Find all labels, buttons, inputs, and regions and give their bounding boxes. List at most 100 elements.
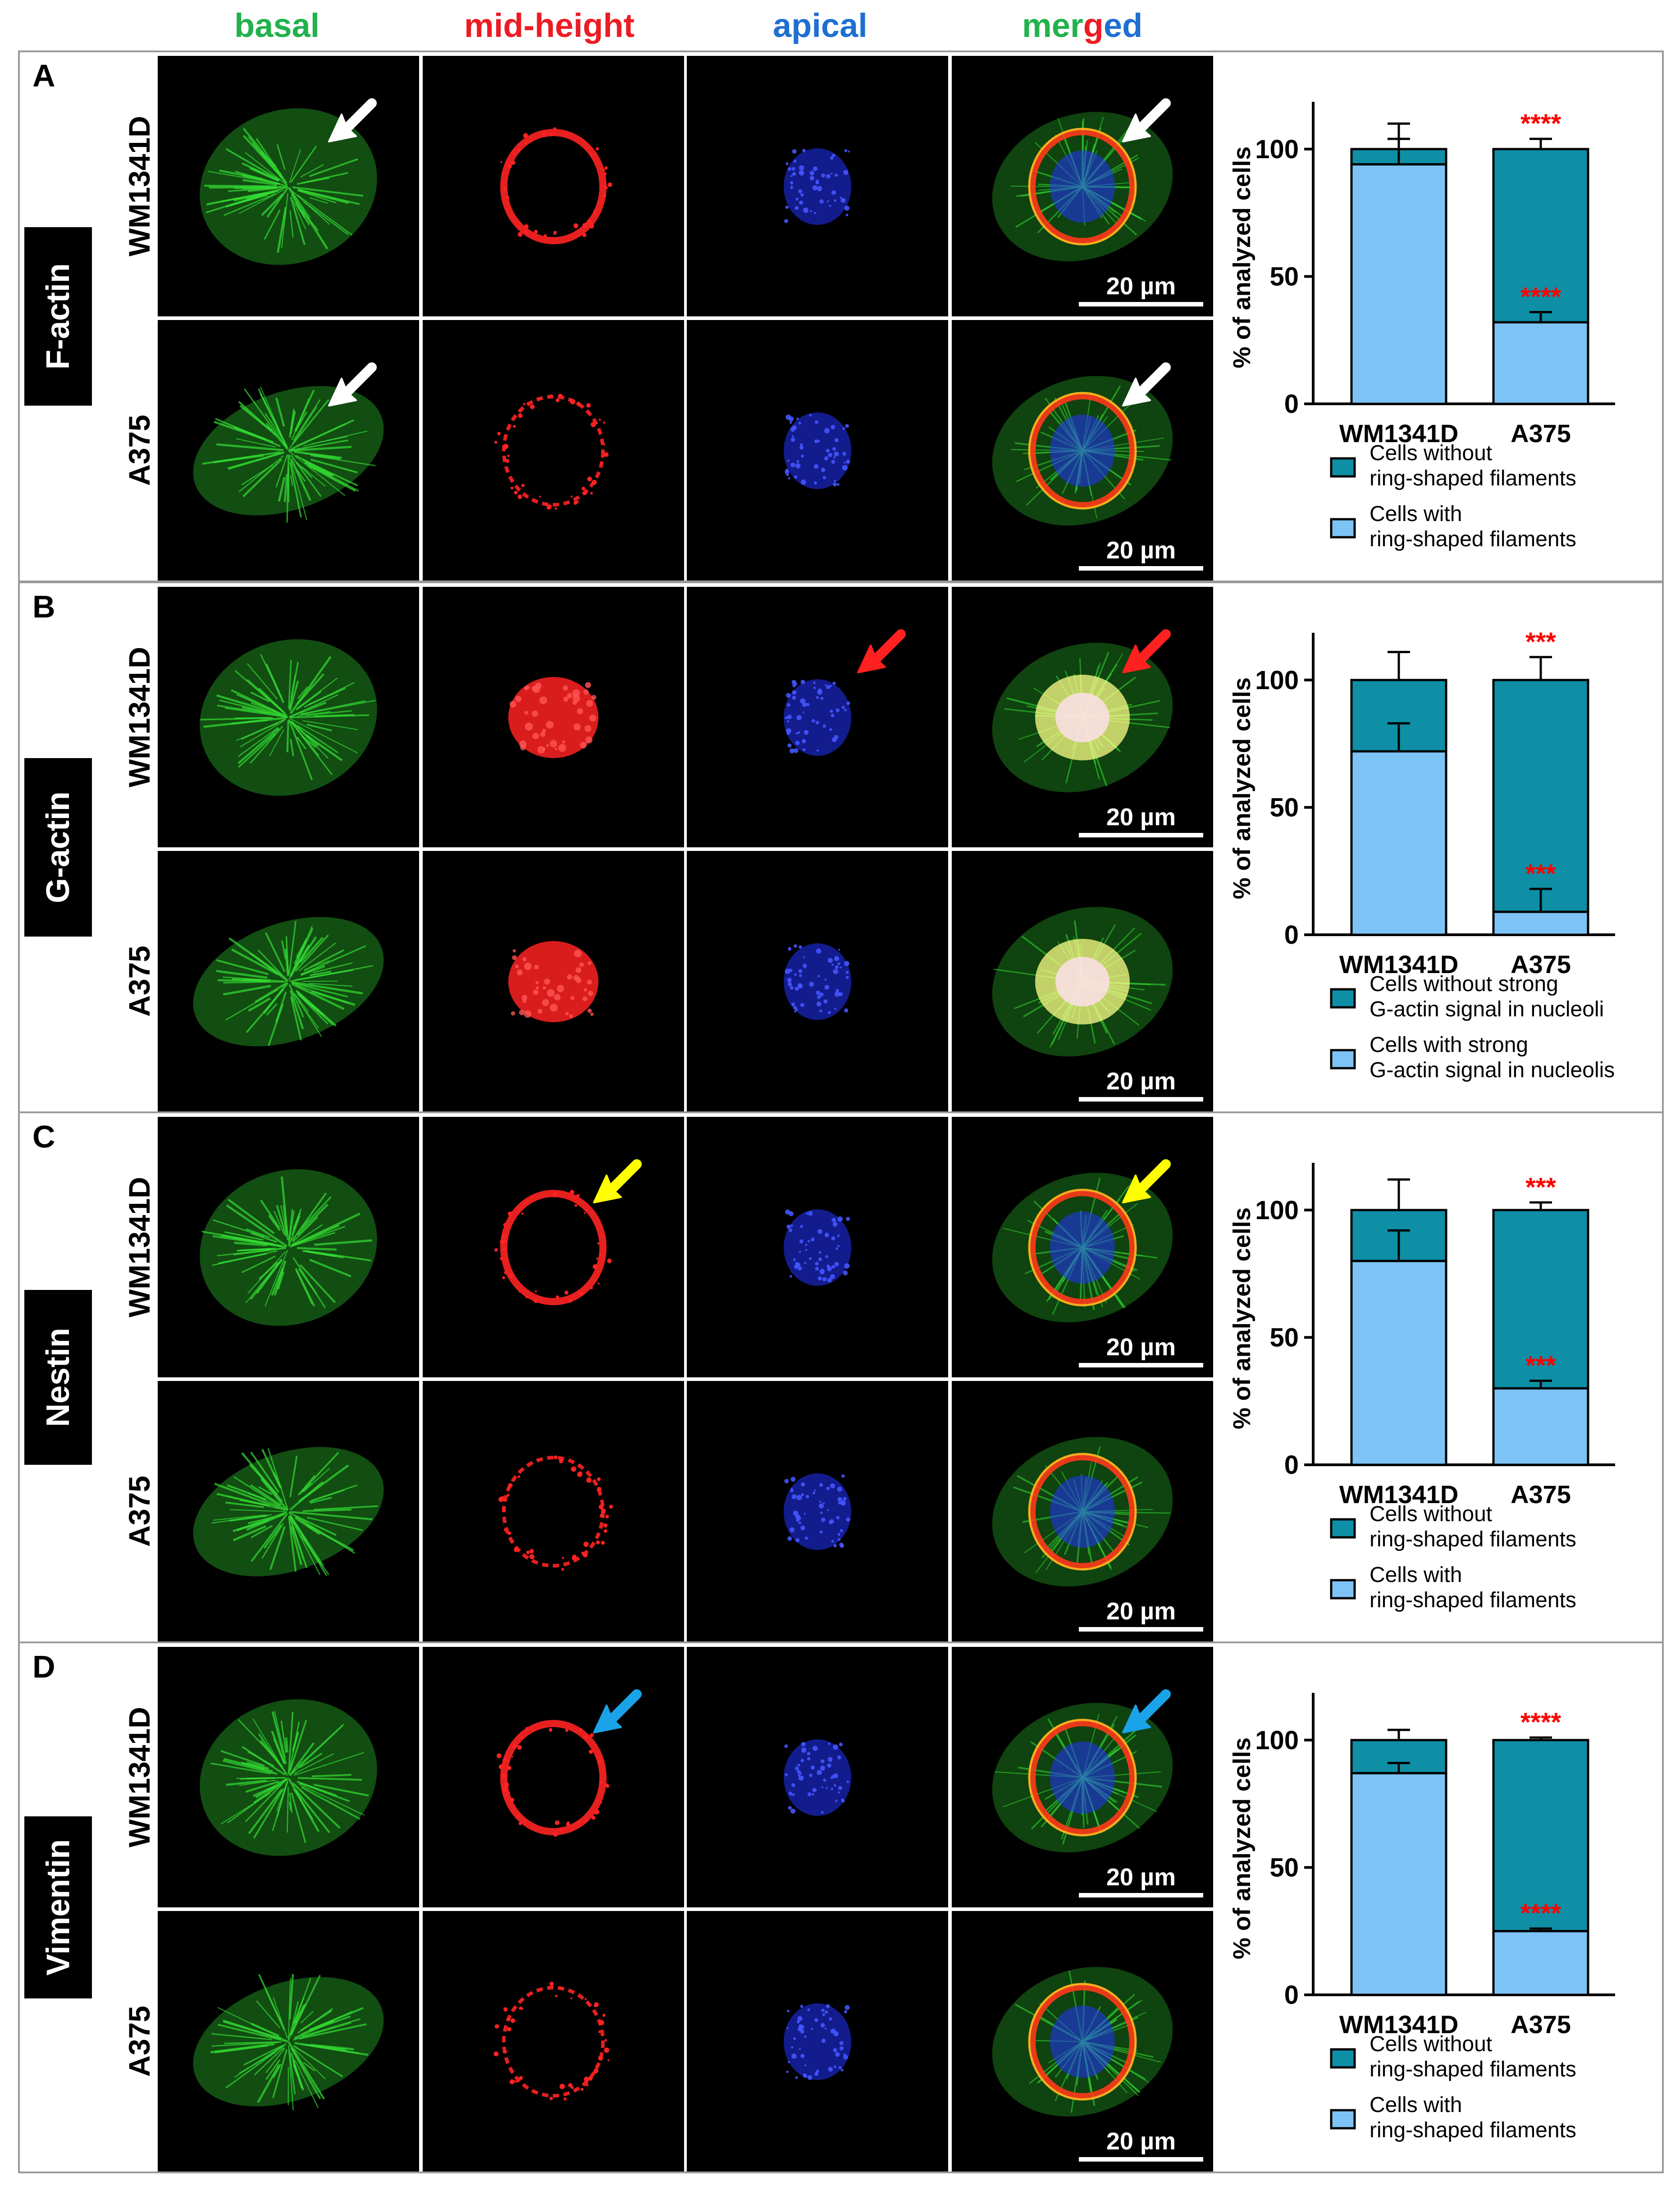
cell-signal <box>193 1974 384 2110</box>
significance-stars-bottom: *** <box>1525 859 1556 888</box>
y-tick-label: 100 <box>1255 666 1299 695</box>
legend-item-dark-swatch <box>1330 988 1356 1009</box>
cell-signal <box>784 148 851 225</box>
merged-signal <box>992 1437 1173 1586</box>
cell-signal <box>784 2003 851 2080</box>
micrograph-basal <box>158 587 419 847</box>
arrow-icon <box>857 629 906 673</box>
y-tick-label: 0 <box>1284 1450 1299 1480</box>
scale-bar: 20 µm <box>1079 272 1203 306</box>
cell-signal <box>498 1455 613 1571</box>
x-category-label: A375 <box>1511 1480 1571 1509</box>
micrograph-merged: 20 µm <box>952 851 1213 1111</box>
y-tick-label: 50 <box>1269 793 1299 822</box>
panel-letter: A <box>32 58 55 93</box>
cell-signal <box>193 386 384 523</box>
header-apical: apical <box>773 7 867 44</box>
header-basal: basal <box>234 7 320 44</box>
legend-item-dark-text: Cells without <box>1370 441 1492 465</box>
micrograph-mid-height <box>423 851 684 1111</box>
micrograph-basal <box>158 1381 419 1641</box>
x-category-label: WM1341D <box>1339 1480 1459 1509</box>
bar-segment-with <box>1492 910 1589 936</box>
merged-signal <box>992 907 1173 1056</box>
arrow-icon <box>1122 629 1171 673</box>
scale-bar: 20 µm <box>1079 803 1203 837</box>
legend-item-light-text: ring-shaped filaments <box>1370 527 1576 551</box>
merged-signal <box>992 1173 1173 1322</box>
bar-segment-without <box>1492 148 1589 324</box>
micrograph-apical <box>687 1647 948 1907</box>
y-tick-label: 0 <box>1284 389 1299 419</box>
header-merged: merged <box>1022 6 1142 45</box>
merged-signal <box>992 112 1173 261</box>
micrograph-merged: 20 µm <box>952 1647 1213 1907</box>
merged-signal <box>992 1703 1173 1852</box>
legend-item-dark-swatch <box>1330 457 1356 478</box>
arrow-icon <box>1122 1159 1171 1203</box>
legend-item-light-text: Cells with <box>1370 1563 1462 1587</box>
scale-bar: 20 µm <box>1079 1067 1203 1102</box>
micrograph-mid-height <box>423 587 684 847</box>
legend-item-dark-text: ring-shaped filaments <box>1370 466 1576 490</box>
marker-label: F-actin <box>24 227 92 406</box>
cell-signal <box>784 1209 851 1286</box>
micrograph-basal <box>158 1911 419 2172</box>
cell-signal <box>497 1720 610 1837</box>
bar-segment-with <box>1350 1260 1447 1466</box>
y-tick-label: 0 <box>1284 1980 1299 2010</box>
marker-label: G-actin <box>24 758 92 937</box>
bar-segment-without <box>1350 1739 1447 1774</box>
x-category-label: WM1341D <box>1339 950 1459 978</box>
scale-bar: 20 µm <box>1079 1333 1203 1367</box>
y-axis-label: % of analyzed cells <box>1228 1207 1255 1429</box>
micrograph-mid-height <box>423 1381 684 1641</box>
cell-signal <box>784 1473 851 1550</box>
header-merged-part-1: mer <box>1022 7 1083 44</box>
bar-segment-with <box>1492 1930 1589 1996</box>
cell-signal <box>200 108 377 265</box>
scale-bar: 20 µm <box>1079 1597 1203 1632</box>
micrograph-apical <box>687 851 948 1111</box>
legend-item-light-text: Cells with <box>1370 502 1462 526</box>
panel-a: A F-actin WM1341D 20 µm A375 20 µm 0 50 100% of … <box>18 50 1664 582</box>
micrograph-basal <box>158 320 419 581</box>
micrograph-mid-height <box>423 1117 684 1377</box>
cell-signal <box>200 639 377 796</box>
merged-signal <box>992 376 1173 526</box>
cell-signal <box>784 679 851 756</box>
significance-stars-top: **** <box>1520 109 1561 138</box>
micrograph-merged: 20 µm <box>952 587 1213 847</box>
y-tick-label: 50 <box>1269 1853 1299 1882</box>
y-tick-label: 100 <box>1255 1726 1299 1755</box>
panel-c: C Nestin WM1341D 20 µm A375 20 µm 0 50 100% of a… <box>18 1111 1664 1643</box>
cell-signal <box>193 1447 384 1577</box>
bar-segment-with <box>1492 321 1589 405</box>
panel-b: B G-actin WM1341D 20 µm A375 20 µm 0 50 100% of … <box>18 581 1664 1113</box>
micrograph-basal <box>158 1647 419 1907</box>
micrograph-mid-height <box>423 56 684 316</box>
legend-item-dark-text: Cells without <box>1370 2032 1492 2056</box>
cell-signal <box>200 1169 377 1326</box>
bar-segment-with <box>1492 1387 1589 1466</box>
y-tick-label: 0 <box>1284 920 1299 950</box>
legend-item-light-swatch <box>1330 518 1356 539</box>
micrograph-apical <box>687 1381 948 1641</box>
significance-stars-top: **** <box>1520 1708 1561 1737</box>
legend-item-dark-text: ring-shaped filaments <box>1370 1527 1576 1551</box>
cell-signal <box>193 917 384 1047</box>
legend-item-light-swatch <box>1330 1579 1356 1600</box>
arrow-icon <box>1122 98 1171 142</box>
legend-item-dark-text: G-actin signal in nucleoli <box>1370 997 1604 1021</box>
merged-signal <box>992 643 1173 792</box>
header-mid-height: mid-height <box>464 7 635 44</box>
x-category-label: A375 <box>1511 2010 1571 2039</box>
header-merged-part-3: ed <box>1103 7 1143 44</box>
legend-item-light-swatch <box>1330 2109 1356 2130</box>
arrow-icon <box>1122 1689 1171 1733</box>
micrograph-merged: 20 µm <box>952 1381 1213 1641</box>
cell-signal <box>784 1739 851 1816</box>
